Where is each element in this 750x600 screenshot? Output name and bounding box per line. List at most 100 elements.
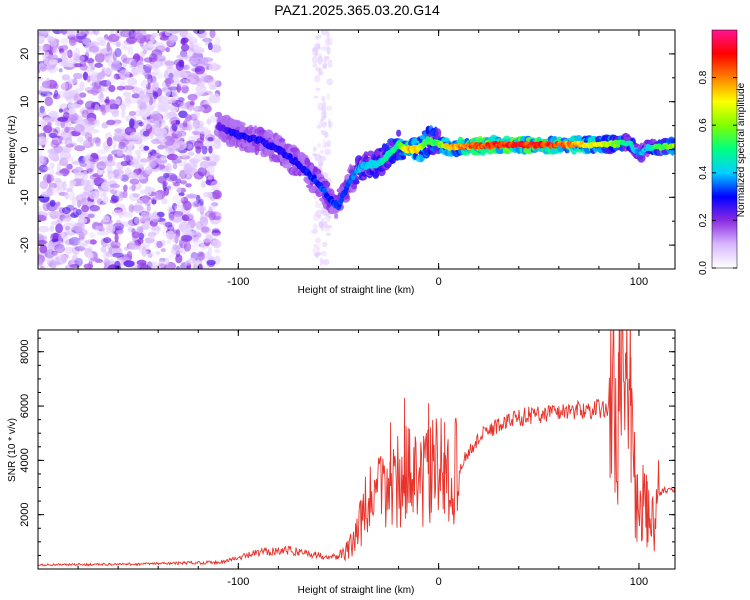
noise-blob (100, 246, 107, 253)
noise-blob (155, 45, 166, 53)
noise-blob (172, 194, 185, 203)
noise-blob (316, 251, 323, 256)
noise-blob (89, 239, 97, 245)
noise-blob (113, 190, 124, 197)
noise-blob (131, 134, 142, 145)
snr-series-line (38, 330, 675, 567)
noise-blob (59, 151, 72, 160)
noise-blob (166, 153, 178, 161)
noise-blob (200, 57, 209, 66)
noise-blob (326, 218, 331, 223)
noise-blob (139, 90, 145, 100)
noise-blob (148, 156, 159, 167)
noise-blob (200, 106, 205, 112)
noise-blob (182, 120, 188, 128)
noise-blob (169, 174, 178, 181)
noise-blob (212, 240, 221, 249)
spectral-blob (435, 128, 442, 139)
noise-blob (79, 92, 87, 98)
noise-blob (314, 237, 321, 244)
noise-blob (78, 214, 85, 223)
noise-blob (178, 122, 187, 132)
spectrogram-y-label: Frequency (Hz) (7, 116, 18, 185)
noise-blob (174, 155, 183, 160)
noise-blob (56, 162, 61, 173)
noise-blob (100, 104, 105, 112)
noise-blob (96, 36, 108, 43)
noise-blob (197, 167, 207, 177)
noise-blob (167, 86, 179, 91)
noise-blob (197, 252, 205, 261)
noise-blob (151, 225, 161, 231)
noise-blob (191, 67, 202, 72)
noise-blob (316, 125, 322, 129)
noise-blob (196, 205, 207, 213)
noise-blob (163, 89, 171, 97)
noise-blob (323, 111, 327, 119)
noise-blob (38, 154, 45, 162)
noise-blob (201, 265, 210, 269)
noise-blob (194, 65, 205, 75)
noise-blob (51, 250, 58, 256)
noise-blob (82, 65, 95, 72)
noise-blob (324, 38, 331, 47)
noise-blob (88, 45, 100, 53)
noise-blob (87, 136, 93, 143)
noise-blob (177, 131, 187, 137)
noise-blob (42, 54, 55, 61)
noise-blob (313, 195, 319, 200)
noise-blob (205, 156, 211, 162)
noise-blob (161, 198, 168, 205)
noise-blob (181, 214, 190, 222)
noise-blob (322, 259, 330, 266)
noise-blob (84, 58, 95, 64)
noise-blob (324, 142, 330, 148)
noise-blob (317, 46, 323, 50)
noise-blob (208, 165, 215, 174)
noise-blob (79, 162, 87, 167)
noise-blob (50, 221, 58, 226)
noise-blob (49, 261, 62, 266)
noise-blob (175, 120, 180, 125)
noise-blob (191, 242, 199, 251)
x-tick-label: 100 (630, 576, 648, 588)
noise-blob (196, 194, 201, 204)
noise-blob (44, 96, 54, 107)
noise-blob (188, 107, 193, 112)
noise-blob (74, 245, 86, 252)
noise-blob (71, 196, 77, 207)
noise-blob (90, 152, 99, 161)
x-tick-label: 0 (436, 576, 442, 588)
y-tick-label: 20 (19, 48, 31, 60)
noise-blob (95, 137, 101, 147)
noise-blob (314, 74, 321, 83)
noise-blob (123, 154, 134, 163)
noise-blob (156, 240, 163, 249)
noise-blob (193, 200, 204, 207)
colorbar-tick-label: 0.0 (698, 261, 709, 275)
noise-blob (38, 75, 44, 82)
noise-blob (49, 40, 59, 48)
noise-blob (107, 56, 112, 67)
noise-blob (133, 53, 141, 62)
noise-blob (154, 72, 164, 79)
noise-blob (88, 190, 99, 200)
noise-blob (43, 115, 54, 123)
noise-blob (106, 136, 113, 147)
noise-blob (107, 170, 113, 180)
noise-blob (327, 37, 333, 46)
noise-blob (193, 140, 204, 150)
noise-blob (208, 145, 213, 154)
noise-blob (186, 76, 195, 84)
noise-blob (110, 74, 117, 84)
noise-blob (73, 93, 82, 103)
noise-blob (136, 154, 141, 160)
noise-blob (321, 122, 327, 128)
noise-blob (187, 257, 197, 264)
noise-blob (48, 36, 55, 41)
noise-blob (197, 123, 202, 128)
noise-blob (158, 219, 166, 225)
noise-blob (169, 116, 180, 121)
noise-blob (48, 151, 59, 161)
noise-blob (187, 93, 198, 101)
